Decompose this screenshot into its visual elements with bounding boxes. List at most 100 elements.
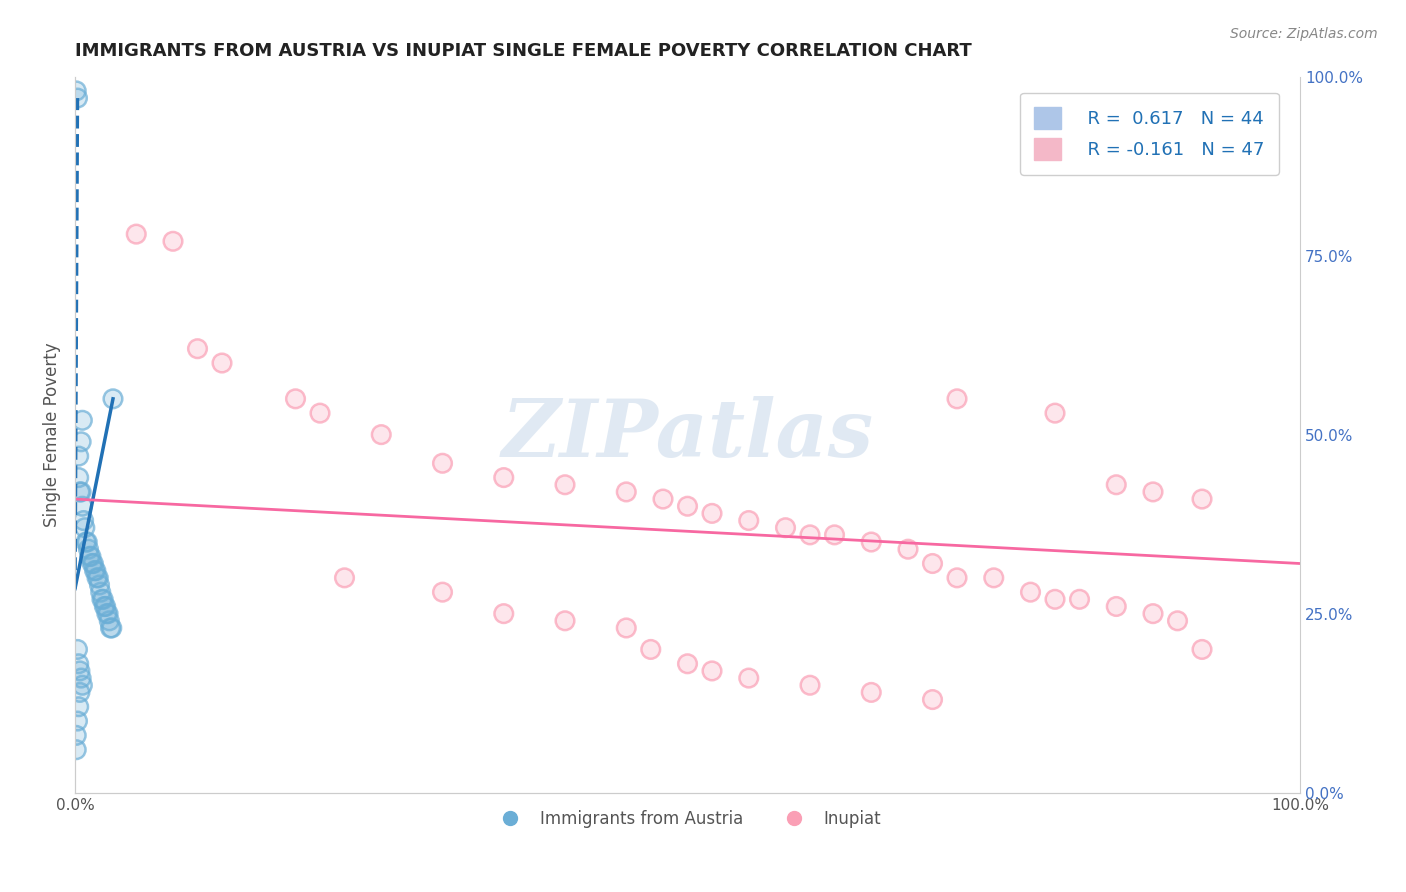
Text: Source: ZipAtlas.com: Source: ZipAtlas.com — [1230, 27, 1378, 41]
Point — [554, 614, 576, 628]
Point — [67, 657, 90, 671]
Point — [69, 685, 91, 699]
Point — [72, 514, 94, 528]
Point — [91, 592, 114, 607]
Point — [738, 671, 761, 685]
Point — [96, 607, 118, 621]
Point — [1142, 607, 1164, 621]
Point — [775, 521, 797, 535]
Point — [67, 699, 90, 714]
Point — [87, 571, 110, 585]
Point — [1105, 477, 1128, 491]
Point — [333, 571, 356, 585]
Point — [676, 500, 699, 514]
Point — [897, 542, 920, 557]
Point — [1043, 406, 1066, 420]
Point — [93, 599, 115, 614]
Point — [676, 500, 699, 514]
Point — [921, 557, 943, 571]
Point — [799, 678, 821, 692]
Point — [614, 484, 637, 499]
Point — [1043, 406, 1066, 420]
Point — [652, 491, 675, 506]
Text: IMMIGRANTS FROM AUSTRIA VS INUPIAT SINGLE FEMALE POVERTY CORRELATION CHART: IMMIGRANTS FROM AUSTRIA VS INUPIAT SINGL… — [75, 42, 972, 60]
Point — [65, 728, 87, 742]
Point — [80, 549, 103, 564]
Point — [775, 521, 797, 535]
Point — [90, 585, 112, 599]
Point — [946, 392, 969, 406]
Point — [432, 456, 454, 470]
Point — [70, 434, 93, 449]
Point — [66, 642, 89, 657]
Point — [125, 227, 148, 241]
Point — [125, 227, 148, 241]
Point — [1191, 642, 1213, 657]
Legend: Immigrants from Austria, Inupiat: Immigrants from Austria, Inupiat — [486, 803, 889, 834]
Point — [614, 621, 637, 635]
Point — [96, 607, 118, 621]
Point — [66, 642, 89, 657]
Point — [67, 470, 90, 484]
Point — [983, 571, 1005, 585]
Point — [66, 714, 89, 728]
Point — [492, 607, 515, 621]
Point — [72, 500, 94, 514]
Point — [86, 571, 108, 585]
Point — [492, 470, 515, 484]
Point — [921, 557, 943, 571]
Point — [492, 470, 515, 484]
Point — [72, 514, 94, 528]
Point — [162, 235, 184, 249]
Point — [91, 592, 114, 607]
Point — [75, 535, 97, 549]
Point — [72, 678, 94, 692]
Point — [76, 535, 98, 549]
Point — [84, 564, 107, 578]
Point — [946, 571, 969, 585]
Point — [69, 685, 91, 699]
Point — [983, 571, 1005, 585]
Point — [66, 714, 89, 728]
Point — [100, 621, 122, 635]
Point — [799, 678, 821, 692]
Point — [921, 692, 943, 706]
Point — [614, 484, 637, 499]
Point — [76, 535, 98, 549]
Point — [860, 535, 883, 549]
Point — [65, 728, 87, 742]
Point — [73, 521, 96, 535]
Point — [309, 406, 332, 420]
Point — [738, 671, 761, 685]
Point — [554, 614, 576, 628]
Point — [79, 549, 101, 564]
Point — [1105, 599, 1128, 614]
Point — [897, 542, 920, 557]
Text: ZIPatlas: ZIPatlas — [502, 396, 873, 474]
Point — [66, 91, 89, 105]
Point — [333, 571, 356, 585]
Point — [284, 392, 307, 406]
Point — [97, 607, 120, 621]
Point — [69, 664, 91, 678]
Point — [97, 607, 120, 621]
Point — [1069, 592, 1091, 607]
Point — [67, 449, 90, 463]
Point — [94, 599, 117, 614]
Point — [211, 356, 233, 370]
Point — [98, 614, 121, 628]
Point — [65, 742, 87, 756]
Point — [309, 406, 332, 420]
Point — [860, 685, 883, 699]
Point — [69, 664, 91, 678]
Point — [73, 521, 96, 535]
Point — [1105, 599, 1128, 614]
Point — [284, 392, 307, 406]
Point — [77, 542, 100, 557]
Point — [65, 742, 87, 756]
Point — [640, 642, 662, 657]
Point — [1166, 614, 1188, 628]
Point — [738, 514, 761, 528]
Point — [700, 507, 723, 521]
Point — [84, 564, 107, 578]
